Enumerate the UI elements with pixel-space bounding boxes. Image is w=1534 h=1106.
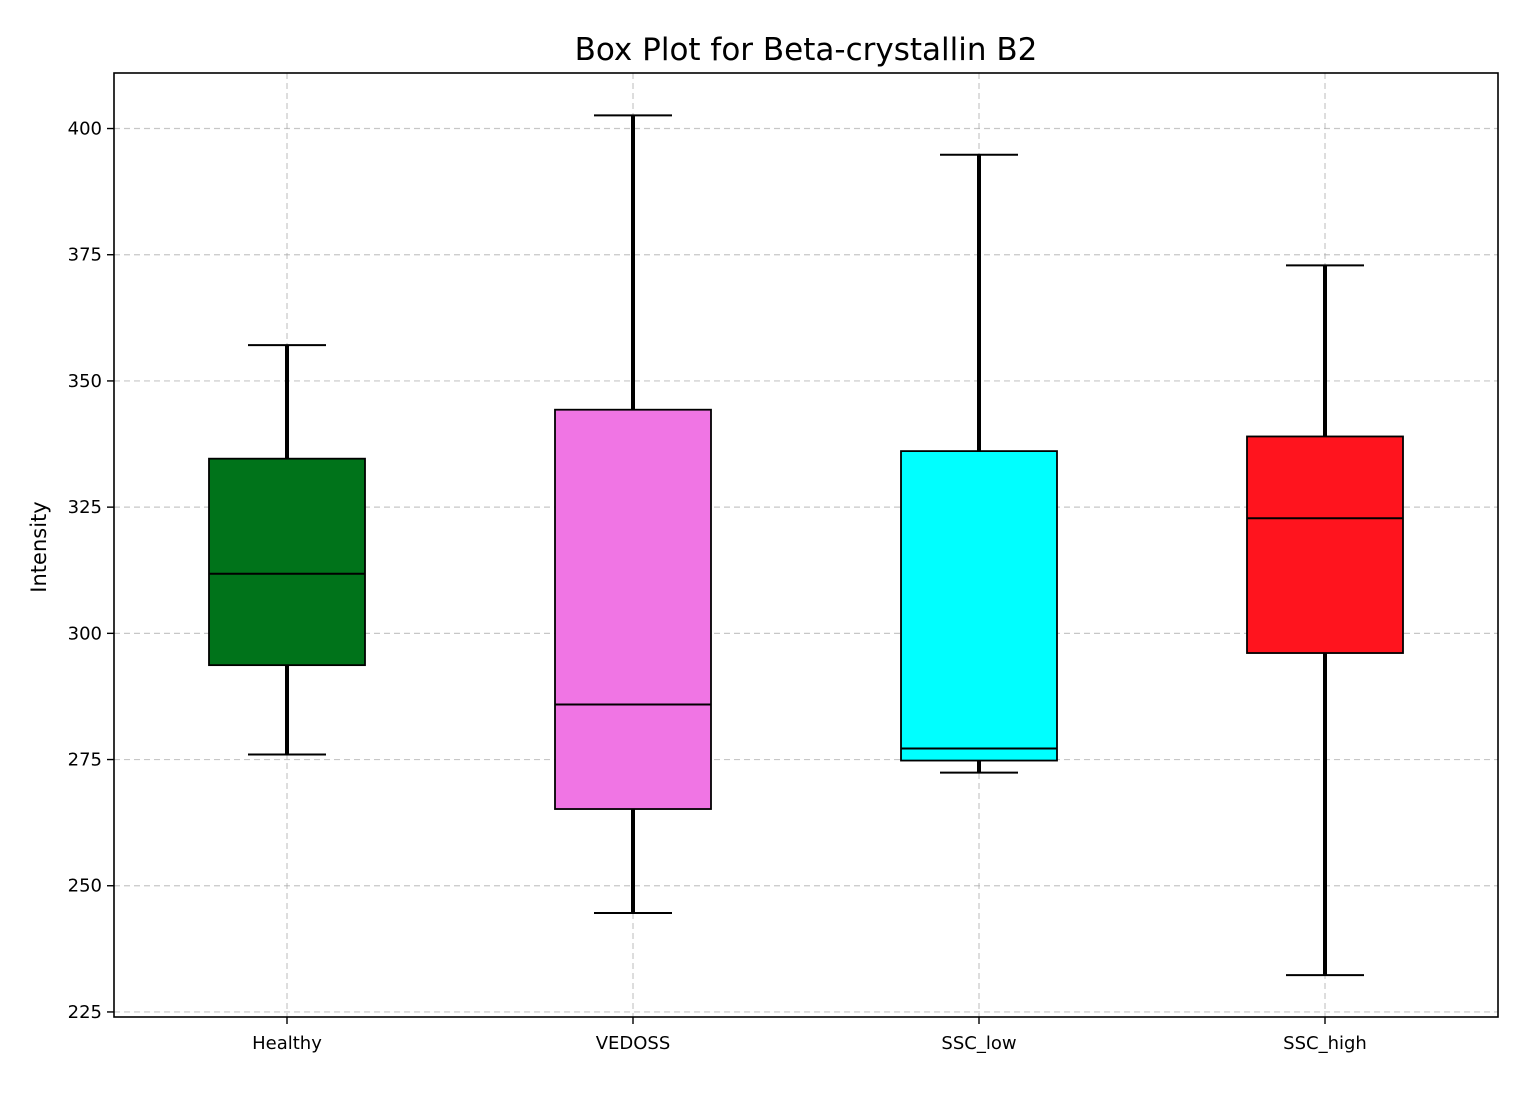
y-tick-label: 325 [68,497,102,518]
y-tick-label: 275 [68,750,102,771]
x-tick-label: SSC_low [941,1033,1016,1054]
box-group-healthy [208,344,366,756]
iqr-box [1246,435,1404,654]
box-group-vedoss [554,114,712,915]
axis-ticks: 225 250 275 300 325 350 375 400 Healthy VEDOSS SSC… [68,119,1367,1054]
iqr-box [554,408,712,810]
y-tick-label: 375 [68,245,102,266]
boxes [208,114,1404,977]
box-group-ssc-high [1246,264,1404,977]
plot-frame [113,72,1499,1018]
x-tick-label: SSC_high [1283,1033,1367,1054]
iqr-box [208,457,366,667]
iqr-box [900,450,1058,762]
y-tick-label: 400 [68,119,102,140]
x-tick-label: Healthy [252,1033,322,1054]
chart-title: Box Plot for Beta-crystallin B2 [575,32,1038,68]
y-tick-label: 225 [68,1002,102,1023]
y-tick-label: 350 [68,371,102,392]
y-axis-label: Intensity [27,501,51,592]
box-group-ssc-low [900,153,1058,774]
y-tick-label: 250 [68,876,102,897]
y-tick-label: 300 [68,623,102,644]
x-tick-label: VEDOSS [596,1033,671,1054]
